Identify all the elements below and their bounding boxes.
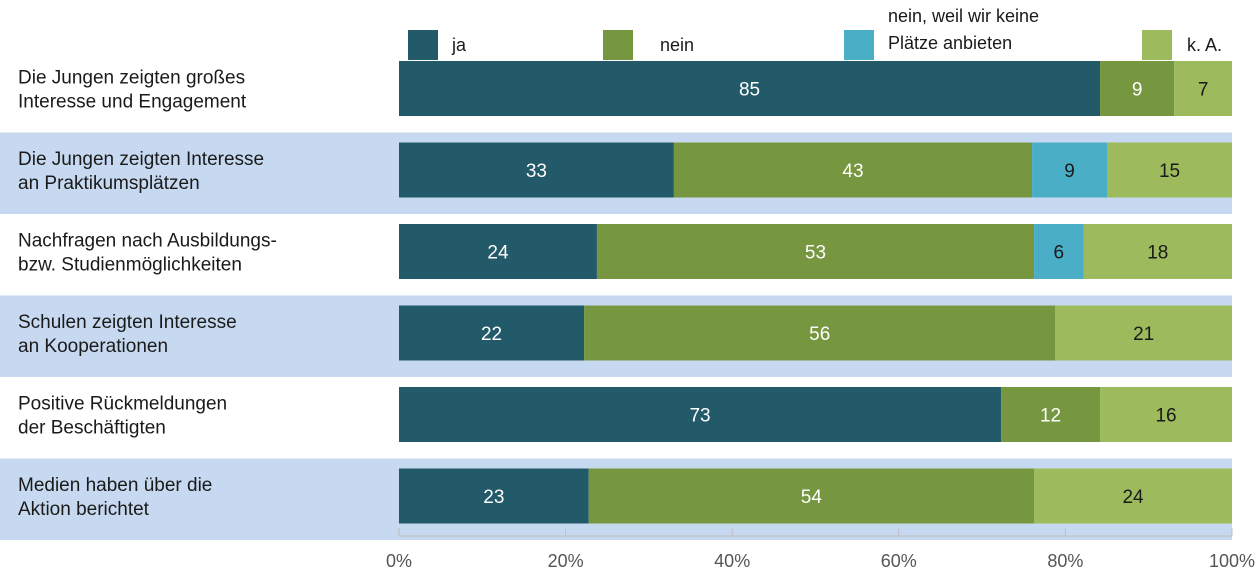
legend-label: nein, weil wir keine Plätze anbieten [888,6,1039,53]
bars: 85 9 7 33 43 9 15 24 53 6 18 22 56 21 73 12 16 23 54 24 [399,61,1232,524]
x-tick-label: 60% [881,551,917,571]
x-tick-label: 80% [1047,551,1083,571]
bar-segment [1034,224,1084,279]
x-tick-label: 20% [548,551,584,571]
legend-swatch [1142,30,1172,60]
category-labels: Die Jungen zeigten großes Interesse und E… [18,68,277,521]
data-label: 54 [801,487,823,508]
bar-segment [1100,387,1232,442]
bar-segment [1100,61,1175,116]
bar-segment [399,468,589,524]
bar-segment [673,142,1033,198]
data-label: 12 [1040,406,1061,427]
bar-segment [399,387,1002,442]
legend-label: nein [660,35,694,55]
data-label: 53 [805,243,826,264]
data-label: 15 [1159,161,1180,182]
data-label: 22 [481,324,502,345]
bar-segment [584,305,1056,361]
bar-segment [1055,305,1232,361]
bar-segment [1032,142,1108,198]
category-label: Schulen zeigten Interesse an Kooperatione… [18,312,237,357]
legend-swatch [844,30,874,60]
legend-label: ja [451,35,467,55]
category-label: Die Jungen zeigten großes Interesse und E… [18,68,247,113]
data-label: 24 [487,243,509,264]
data-label: 85 [739,80,760,101]
legend-label: k. A. [1187,35,1222,55]
legend-swatch [408,30,438,60]
bar-segment [1083,224,1232,279]
bar-segment [1174,61,1232,116]
data-label: 9 [1132,80,1143,101]
category-label: Nachfragen nach Ausbildungs-bzw. Studien… [18,231,277,276]
bar-segment [399,61,1101,116]
data-label: 21 [1133,324,1154,345]
data-label: 6 [1054,243,1065,264]
data-label: 73 [689,406,710,427]
category-label: Positive Rückmeldungen der Beschäftigten [18,394,227,439]
data-label: 9 [1064,161,1075,182]
data-label: 23 [483,487,504,508]
category-label: Medien haben über die Aktion berichtet [18,475,212,520]
data-label: 7 [1198,80,1209,101]
data-label: 33 [526,161,547,182]
data-label: 56 [809,324,830,345]
data-label: 43 [842,161,863,182]
category-label: Die Jungen zeigten Interesse an Praktikum… [18,149,264,194]
bar-segment [596,224,1035,279]
legend: ja nein nein, weil wir keine Plätze anbiete… [408,6,1222,60]
bar-segment [1034,468,1232,524]
x-axis: 0% 20% 40% 60% 80% 100% [386,528,1255,571]
x-tick-label: 0% [386,551,412,571]
bar-segment [588,468,1035,524]
data-label: 24 [1122,487,1144,508]
bar-segment [399,305,585,361]
data-label: 16 [1155,406,1176,427]
bar-segment [1107,142,1232,198]
x-tick-label: 40% [714,551,750,571]
bar-segment [399,142,674,198]
data-label: 18 [1147,243,1168,264]
bar-segment [399,224,597,279]
x-tick-label: 100% [1209,551,1255,571]
bar-segment [1001,387,1101,442]
legend-swatch [603,30,633,60]
